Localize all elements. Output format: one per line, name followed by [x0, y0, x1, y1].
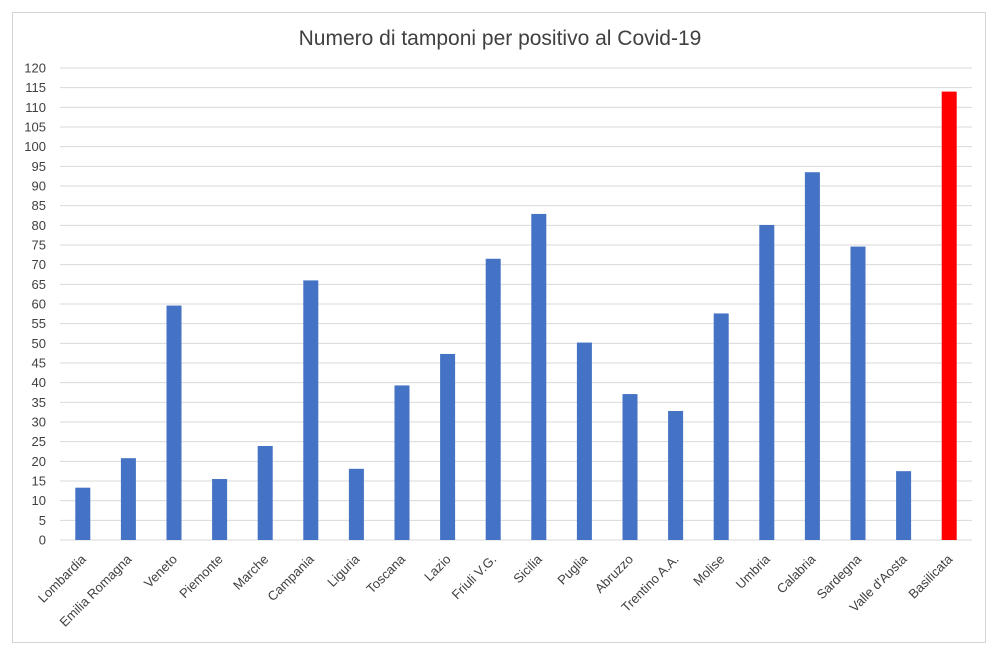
- y-tick-label: 25: [32, 434, 46, 449]
- bar-friuli-v-g-: [485, 258, 501, 540]
- x-tick-label: Veneto: [141, 552, 180, 591]
- x-tick-label: Marche: [230, 552, 271, 593]
- y-tick-label: 55: [32, 316, 46, 331]
- y-tick-label: 65: [32, 277, 46, 292]
- bar-umbria: [759, 224, 775, 540]
- bar-piemonte: [212, 479, 228, 540]
- y-tick-label: 75: [32, 238, 46, 253]
- bar-toscana: [394, 385, 410, 540]
- bar-liguria: [348, 468, 364, 540]
- y-tick-label: 115: [25, 80, 46, 95]
- x-tick-label: Campania: [264, 551, 317, 604]
- x-tick-label: Sicilia: [510, 551, 545, 586]
- bar-sicilia: [531, 213, 547, 540]
- y-tick-label: 40: [32, 375, 46, 390]
- bar-molise: [713, 313, 729, 540]
- bar-abruzzo: [622, 394, 638, 540]
- y-tick-label: 20: [32, 454, 46, 469]
- x-tick-label: Basilicata: [905, 551, 955, 601]
- chart-title: Numero di tamponi per positivo al Covid-…: [299, 27, 702, 50]
- y-tick-label: 70: [32, 257, 46, 272]
- y-tick-label: 120: [24, 61, 46, 76]
- x-tick-label: Puglia: [554, 551, 591, 588]
- x-tick-label: Calabria: [774, 551, 819, 596]
- x-tick-label: Toscana: [363, 551, 408, 596]
- bar-sardegna: [850, 246, 866, 540]
- y-tick-label: 110: [25, 100, 46, 115]
- y-tick-label: 90: [32, 179, 46, 194]
- bar-veneto: [166, 305, 182, 540]
- y-tick-label: 95: [32, 159, 46, 174]
- y-tick-label: 85: [32, 198, 46, 213]
- bar-puglia: [576, 342, 592, 540]
- x-tick-label: Piemonte: [176, 552, 225, 601]
- y-tick-label: 0: [39, 533, 46, 548]
- y-tick-label: 80: [32, 218, 46, 233]
- x-tick-label: Liguria: [324, 551, 363, 590]
- bar-basilicata: [941, 91, 957, 540]
- y-tick-label: 30: [32, 415, 46, 430]
- bar-marche: [257, 445, 273, 540]
- y-axis: 0 5 10 15 20 25 30 35 40 45 50 55 60 65 70 75 80 85 90 95 10…: [24, 61, 46, 548]
- y-tick-label: 45: [32, 356, 46, 371]
- y-tick-label: 100: [24, 139, 46, 154]
- bar-calabria: [804, 172, 820, 540]
- x-tick-label: Friuli V.G.: [449, 552, 500, 603]
- bar-lazio: [440, 353, 456, 540]
- x-tick-label: Umbria: [733, 551, 774, 592]
- x-tick-label: Abruzzo: [592, 552, 636, 596]
- bar-lombardia: [75, 487, 91, 540]
- bar-valle-d-aosta: [896, 471, 912, 540]
- bar-campania: [303, 280, 319, 540]
- y-tick-label: 15: [32, 474, 46, 489]
- x-tick-label: Molise: [690, 552, 727, 589]
- x-tick-label: Lazio: [421, 552, 454, 585]
- bar-layer: [75, 91, 957, 540]
- y-tick-label: 35: [32, 395, 46, 410]
- y-tick-label: 105: [24, 120, 46, 135]
- y-tick-label: 5: [39, 513, 46, 528]
- bar-emilia-romagna: [120, 458, 136, 540]
- y-tick-label: 60: [32, 297, 46, 312]
- grid-layer: [60, 67, 972, 541]
- bar-trentino-a-a-: [668, 410, 684, 540]
- y-tick-label: 10: [32, 493, 46, 508]
- y-tick-label: 50: [32, 336, 46, 351]
